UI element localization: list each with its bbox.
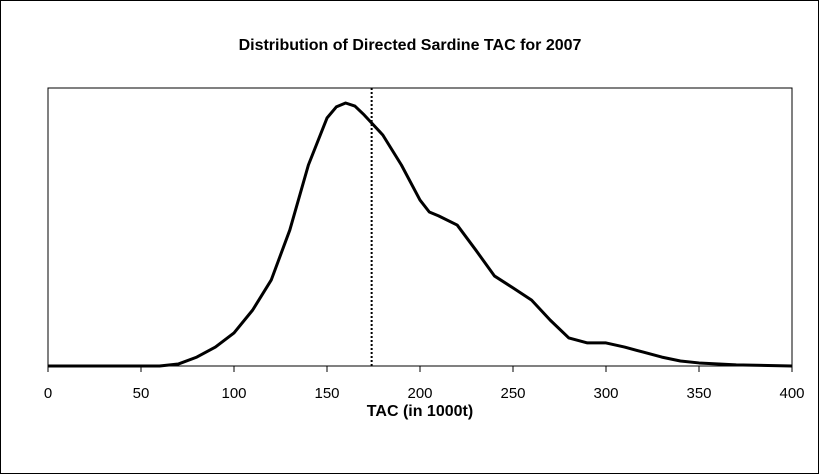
x-tick-label: 300 <box>593 385 618 402</box>
x-tick-label: 100 <box>221 385 246 402</box>
x-axis-label: TAC (in 1000t) <box>367 403 473 420</box>
x-tick-label: 200 <box>407 385 432 402</box>
plot-area <box>47 87 793 367</box>
chart-title: Distribution of Directed Sardine TAC for… <box>239 37 582 54</box>
x-tick-label: 350 <box>686 385 711 402</box>
x-tick-label: 150 <box>314 385 339 402</box>
density-line <box>48 101 793 368</box>
x-tick-label: 400 <box>779 385 804 402</box>
x-tick-label: 0 <box>44 385 52 402</box>
x-tick-label: 250 <box>500 385 525 402</box>
x-tick-label: 50 <box>133 385 150 402</box>
